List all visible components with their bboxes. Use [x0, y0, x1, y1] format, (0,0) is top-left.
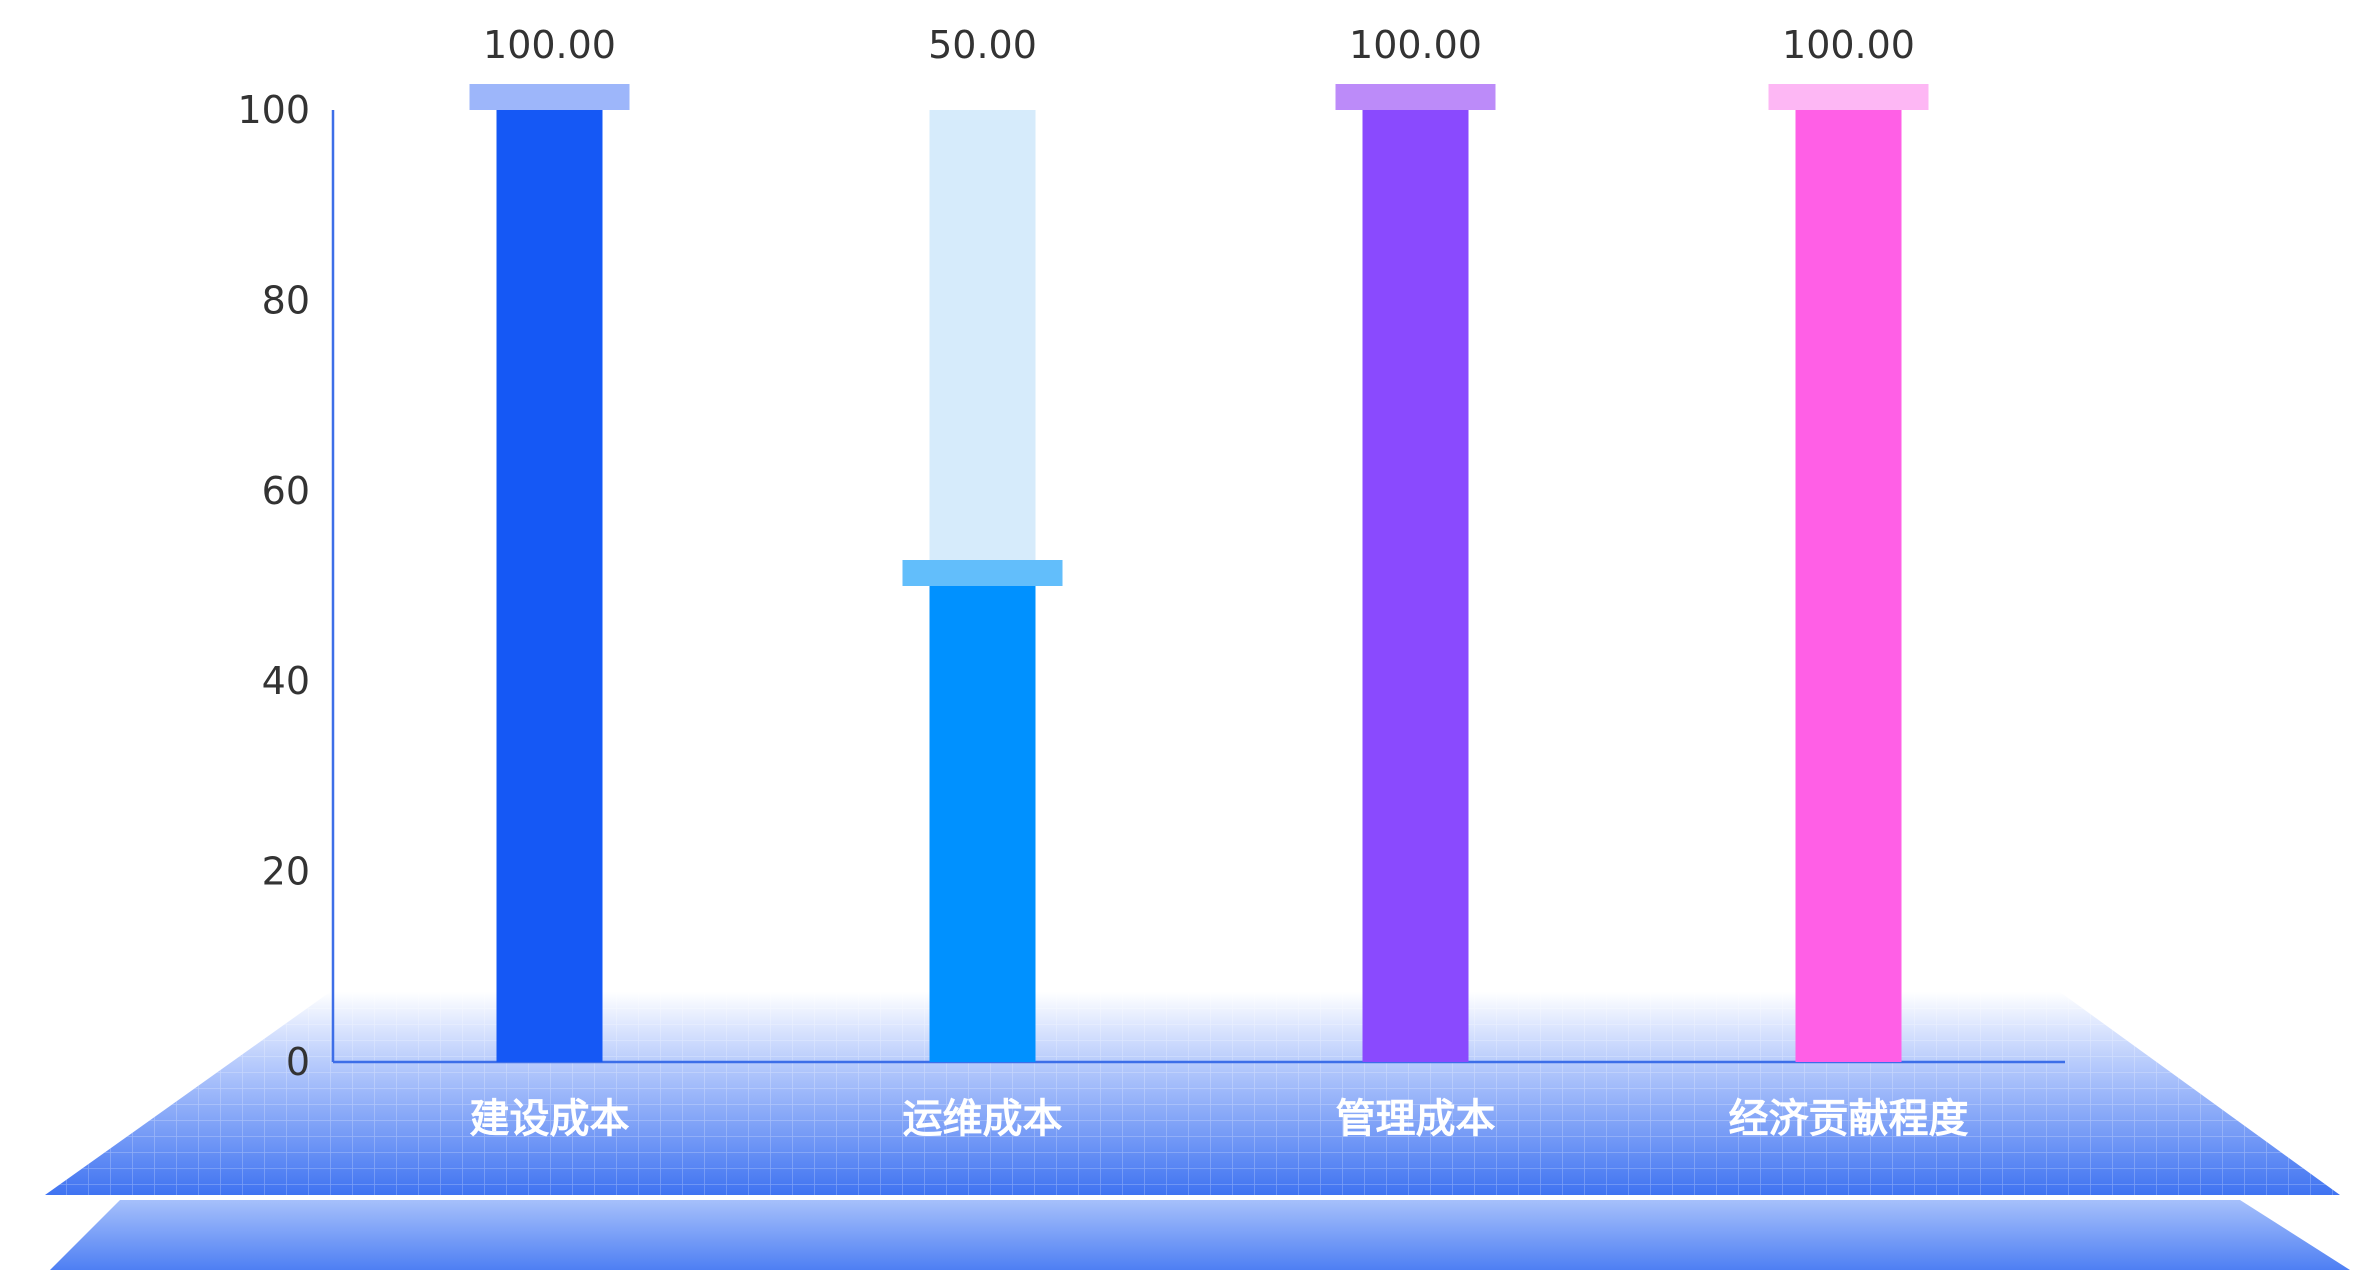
- floor-grid: [45, 992, 2340, 1195]
- category-label: 运维成本: [903, 1096, 1063, 1142]
- y-tick-label: 60: [262, 469, 310, 513]
- y-tick-label: 0: [286, 1040, 310, 1084]
- category-label: 经济贡献程度: [1729, 1096, 1969, 1142]
- y-tick-label: 100: [237, 88, 310, 132]
- bar-cap-1: [469, 84, 630, 110]
- chart-labels: 0 20 40 60 80 100 100.00 建设成本 50.00 运维成本 100.00 管理成…: [237, 23, 1968, 1142]
- chart-bars: [469, 84, 1929, 1062]
- value-label: 100.00: [1782, 23, 1915, 67]
- category-label: 管理成本: [1336, 1096, 1496, 1142]
- bar-2: [929, 586, 1036, 1062]
- floor-slab-lower: [50, 1200, 2350, 1270]
- chart-axes: [331, 110, 2065, 1064]
- value-label: 100.00: [483, 23, 616, 67]
- y-tick-label: 40: [262, 659, 310, 703]
- bar-track: [929, 110, 1036, 586]
- bar-cap-4: [1768, 84, 1929, 110]
- bar-4: [1795, 110, 1902, 1062]
- floor-grid-pattern: [45, 992, 2340, 1195]
- category-label: 建设成本: [470, 1096, 630, 1142]
- value-label: 100.00: [1349, 23, 1482, 67]
- bar-cap-2: [902, 560, 1063, 586]
- value-label: 50.00: [928, 23, 1037, 67]
- bar-3: [1362, 110, 1469, 1062]
- y-tick-label: 20: [262, 850, 310, 894]
- bar-cap-3: [1335, 84, 1496, 110]
- y-tick-label: 80: [262, 278, 310, 322]
- bar-1: [496, 110, 603, 1062]
